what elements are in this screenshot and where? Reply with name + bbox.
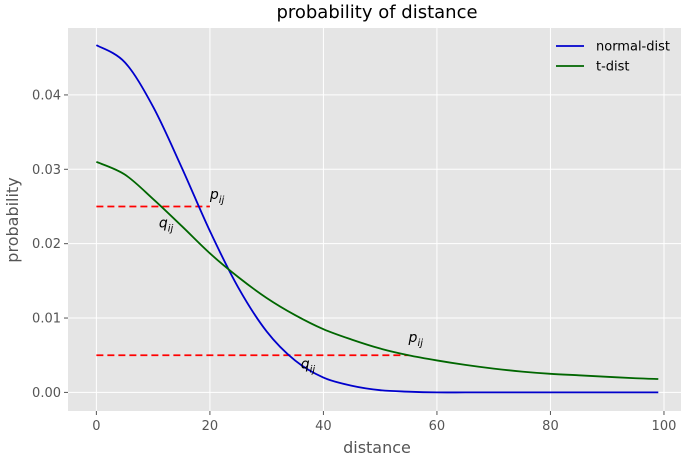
y-tick-label: 0.02 bbox=[32, 237, 61, 252]
x-tick-label: 60 bbox=[429, 419, 446, 434]
series-lines bbox=[95, 44, 659, 394]
y-tick-label: 0.00 bbox=[32, 386, 61, 401]
series-line-t-dist bbox=[96, 161, 659, 380]
y-axis-label: probability bbox=[3, 177, 22, 262]
x-tick-label: 20 bbox=[202, 419, 219, 434]
legend: normal-dist t-dist bbox=[556, 40, 670, 75]
x-axis-label: distance bbox=[343, 438, 411, 454]
legend-label: t-dist bbox=[596, 60, 630, 75]
chart-title: probability of distance bbox=[276, 2, 477, 23]
y-tick-label: 0.01 bbox=[32, 312, 61, 327]
legend-label: normal-dist bbox=[596, 40, 670, 55]
reference-lines bbox=[96, 205, 409, 357]
grid bbox=[68, 28, 681, 411]
x-tick-label: 40 bbox=[315, 419, 332, 434]
y-ticks: 0.00 0.01 0.02 0.03 0.04 bbox=[32, 88, 68, 401]
x-tick-label: 100 bbox=[652, 419, 677, 434]
x-tick-label: 80 bbox=[542, 419, 559, 434]
x-ticks: 0 20 40 60 80 100 bbox=[92, 411, 676, 434]
y-tick-label: 0.04 bbox=[32, 88, 61, 103]
series-line-normal-dist bbox=[95, 44, 659, 394]
y-tick-label: 0.03 bbox=[32, 163, 61, 178]
x-tick-label: 0 bbox=[92, 419, 100, 434]
